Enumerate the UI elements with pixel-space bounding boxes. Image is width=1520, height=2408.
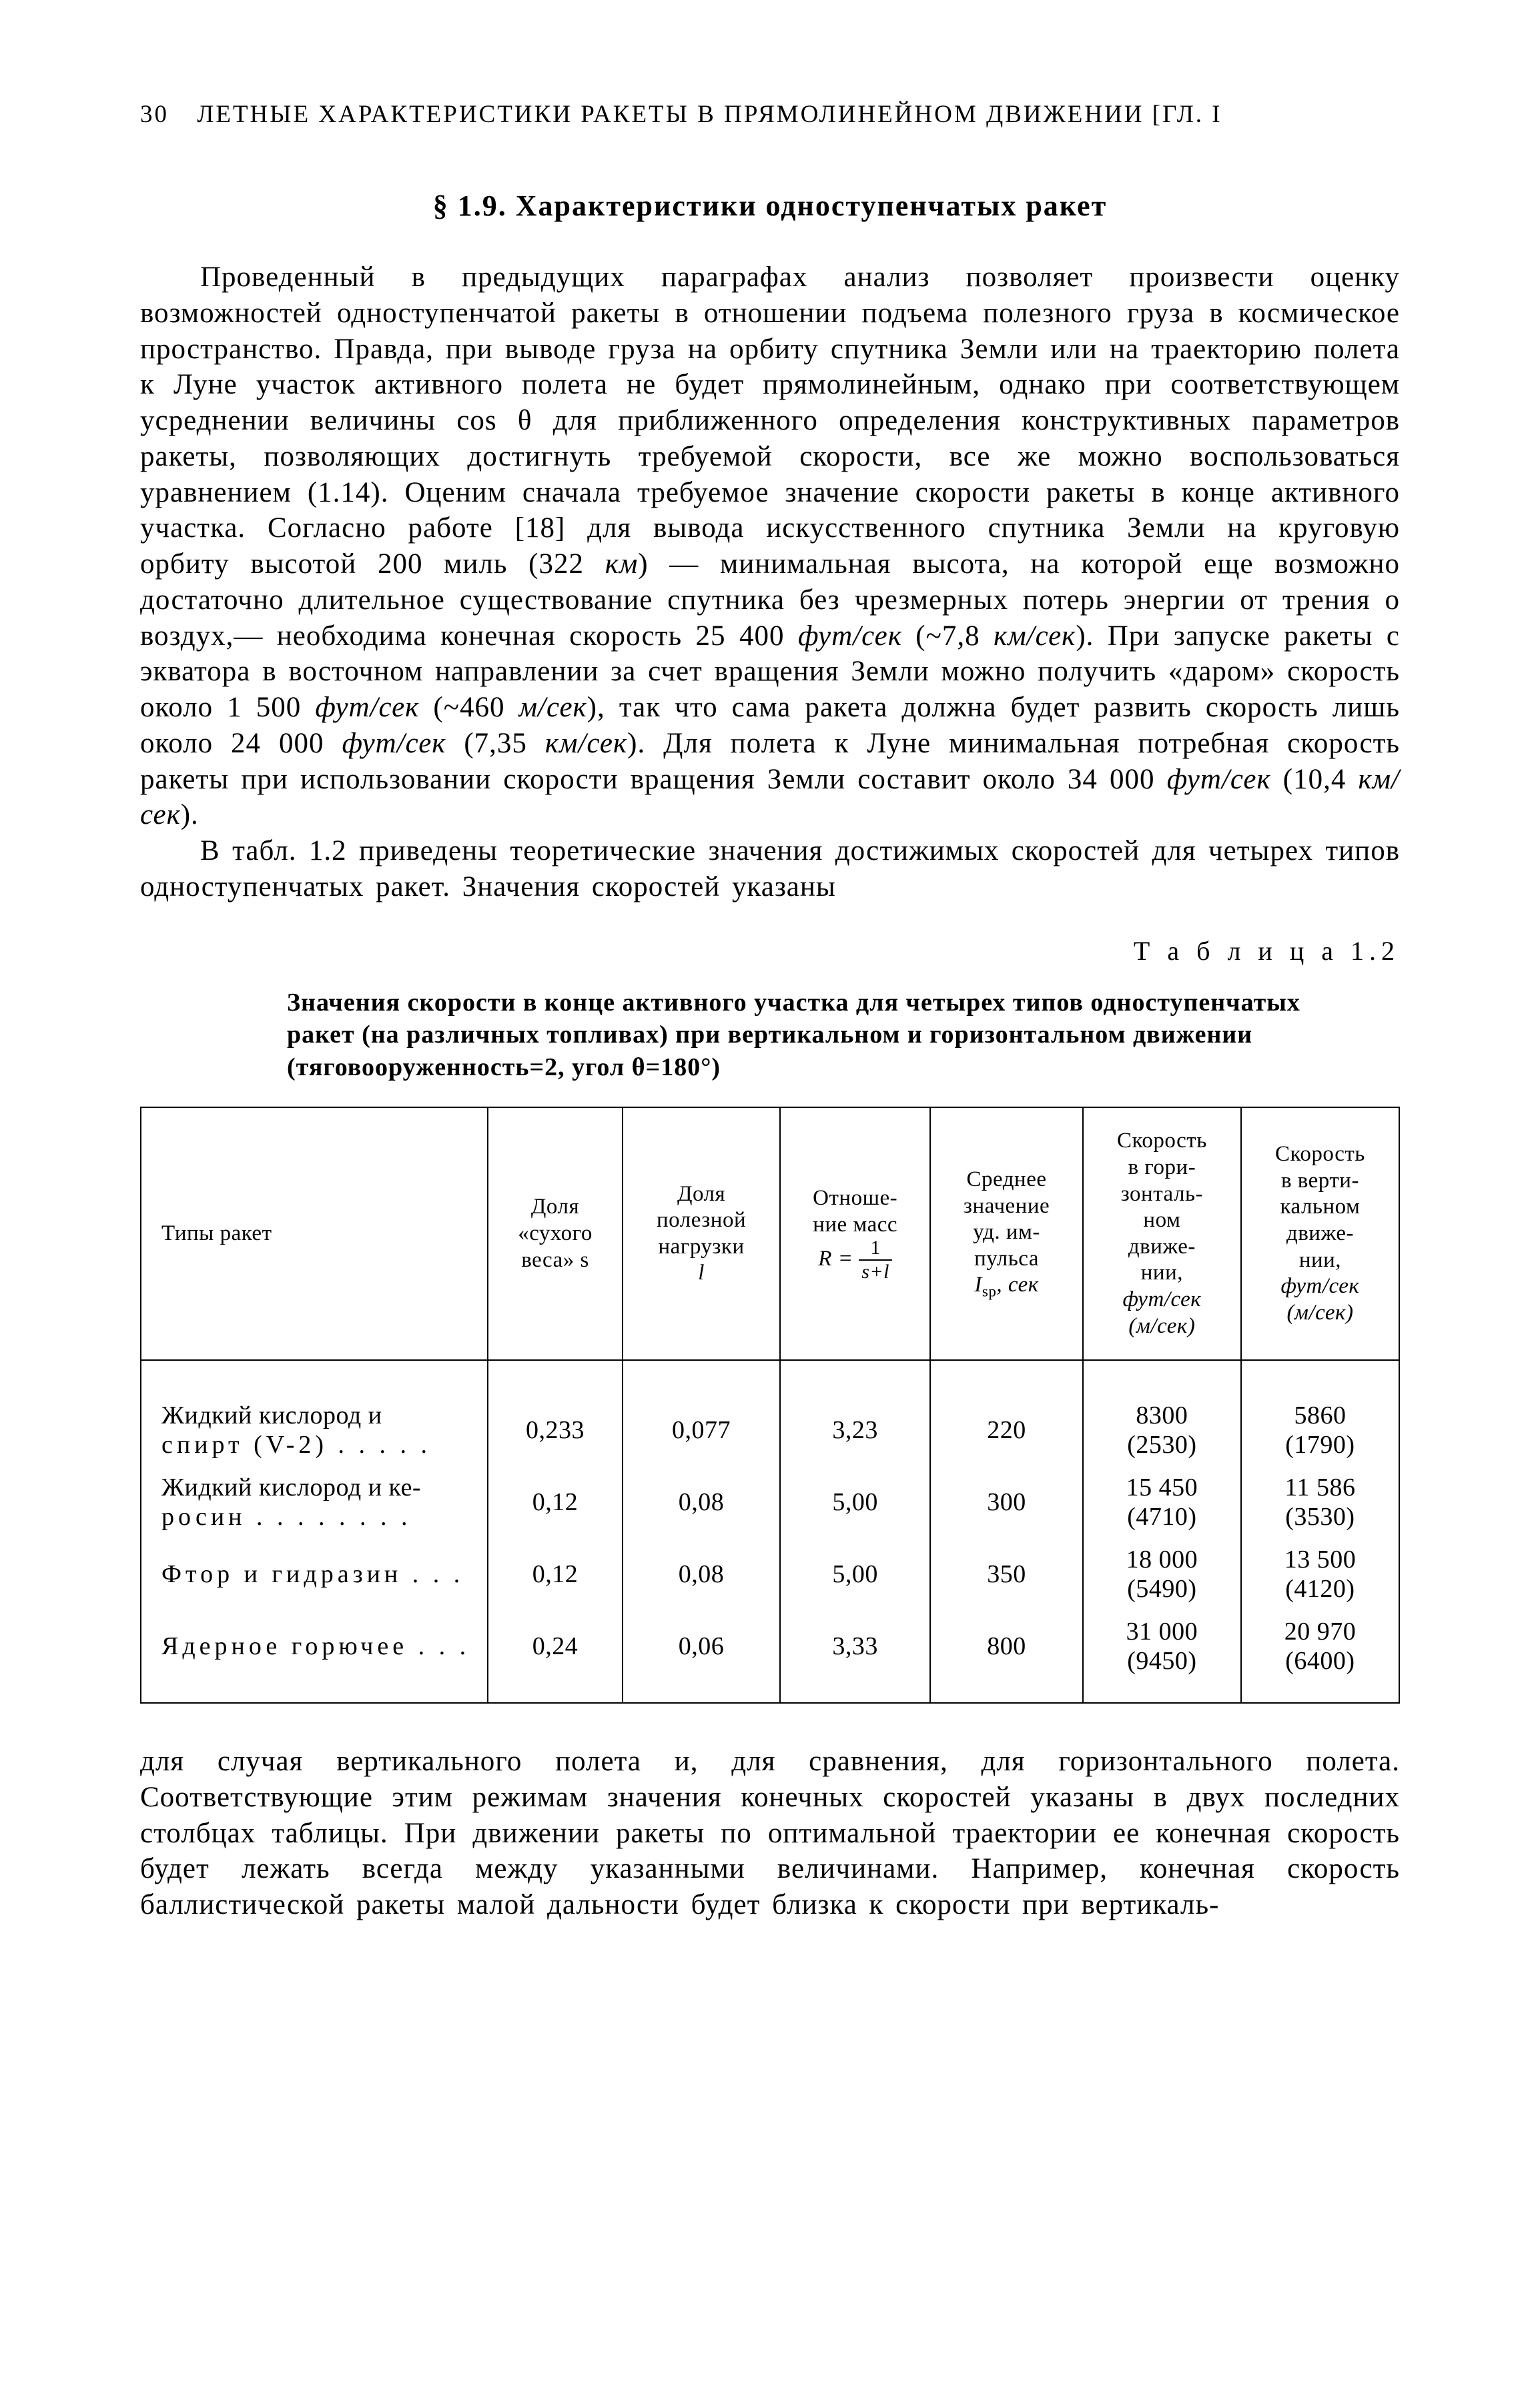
cell-vh: 18 000 (5490) [1083, 1538, 1241, 1610]
cell-R: 3,33 [780, 1610, 930, 1703]
cell-vv: 11 586 (3530) [1241, 1466, 1399, 1538]
cell-Isp: 800 [930, 1610, 1083, 1703]
cell-name: Жидкий кислород и спирт (V-2) . . . . . [141, 1360, 488, 1466]
paragraph-1: Проведенный в предыдущих параграфах анал… [140, 259, 1400, 833]
cell-l: 0,08 [623, 1538, 780, 1610]
cell-vh: 31 000 (9450) [1083, 1610, 1241, 1703]
fraction-icon: 1 s+l [859, 1238, 892, 1282]
table-row: Ядерное горючее . . . 0,24 0,06 3,33 800… [141, 1610, 1399, 1703]
cell-R: 5,00 [780, 1466, 930, 1538]
cell-vh: 15 450 (4710) [1083, 1466, 1241, 1538]
cell-l: 0,077 [623, 1360, 780, 1466]
cell-vv: 5860 (1790) [1241, 1360, 1399, 1466]
table-row: Фтор и гидразин . . . 0,12 0,08 5,00 350… [141, 1538, 1399, 1610]
cell-Isp: 350 [930, 1538, 1083, 1610]
cell-l: 0,08 [623, 1466, 780, 1538]
cell-Isp: 220 [930, 1360, 1083, 1466]
cell-name: Ядерное горючее . . . [141, 1610, 488, 1703]
th-l: Доля полезной нагрузки l [623, 1107, 780, 1360]
cell-R: 3,23 [780, 1360, 930, 1466]
page-number: 30 [140, 101, 169, 128]
cell-name: Жидкий кислород и ке- росин . . . . . . … [141, 1466, 488, 1538]
cell-vh: 8300 (2530) [1083, 1360, 1241, 1466]
cell-s: 0,12 [488, 1538, 623, 1610]
paragraph-3: для случая вертикального полета и, для с… [140, 1744, 1400, 1923]
th-Isp: Среднее значение уд. им- пульса Isp, сек [930, 1107, 1083, 1360]
running-header-text: ЛЕТНЫЕ ХАРАКТЕРИСТИКИ РАКЕТЫ В ПРЯМОЛИНЕ… [197, 101, 1222, 128]
th-types: Типы ракет [141, 1107, 488, 1360]
table-row: Жидкий кислород и спирт (V-2) . . . . . … [141, 1360, 1399, 1466]
cell-vv: 20 970 (6400) [1241, 1610, 1399, 1703]
section-title: § 1.9. Характеристики одноступенчатых ра… [140, 189, 1400, 223]
table-header-row: Типы ракет Доля «сухого веса» s Доля пол… [141, 1107, 1399, 1360]
cell-Isp: 300 [930, 1466, 1083, 1538]
table-caption: Значения скорости в конце активного учас… [287, 987, 1360, 1084]
cell-s: 0,24 [488, 1610, 623, 1703]
table-1-2: Типы ракет Доля «сухого веса» s Доля пол… [140, 1107, 1400, 1704]
paragraph-2: В табл. 1.2 приведены теоретические знач… [140, 833, 1400, 905]
cell-s: 0,12 [488, 1466, 623, 1538]
table-row: Жидкий кислород и ке- росин . . . . . . … [141, 1466, 1399, 1538]
th-s: Доля «сухого веса» s [488, 1107, 623, 1360]
th-vhoriz: Скорость в гори- зонталь- ном движе- нии… [1083, 1107, 1241, 1360]
table-body: Жидкий кислород и спирт (V-2) . . . . . … [141, 1360, 1399, 1703]
running-header: 30 ЛЕТНЫЕ ХАРАКТЕРИСТИКИ РАКЕТЫ В ПРЯМОЛ… [140, 100, 1400, 129]
cell-name: Фтор и гидразин . . . [141, 1538, 488, 1610]
th-R: Отноше- ние масс R = 1 s+l [780, 1107, 930, 1360]
cell-vv: 13 500 (4120) [1241, 1538, 1399, 1610]
cell-s: 0,233 [488, 1360, 623, 1466]
cell-R: 5,00 [780, 1538, 930, 1610]
table-label: Т а б л и ц а 1.2 [140, 935, 1400, 967]
cell-l: 0,06 [623, 1610, 780, 1703]
th-vvert: Скорость в верти- кальном движе- нии, фу… [1241, 1107, 1399, 1360]
page: 30 ЛЕТНЫЕ ХАРАКТЕРИСТИКИ РАКЕТЫ В ПРЯМОЛ… [0, 0, 1520, 2408]
